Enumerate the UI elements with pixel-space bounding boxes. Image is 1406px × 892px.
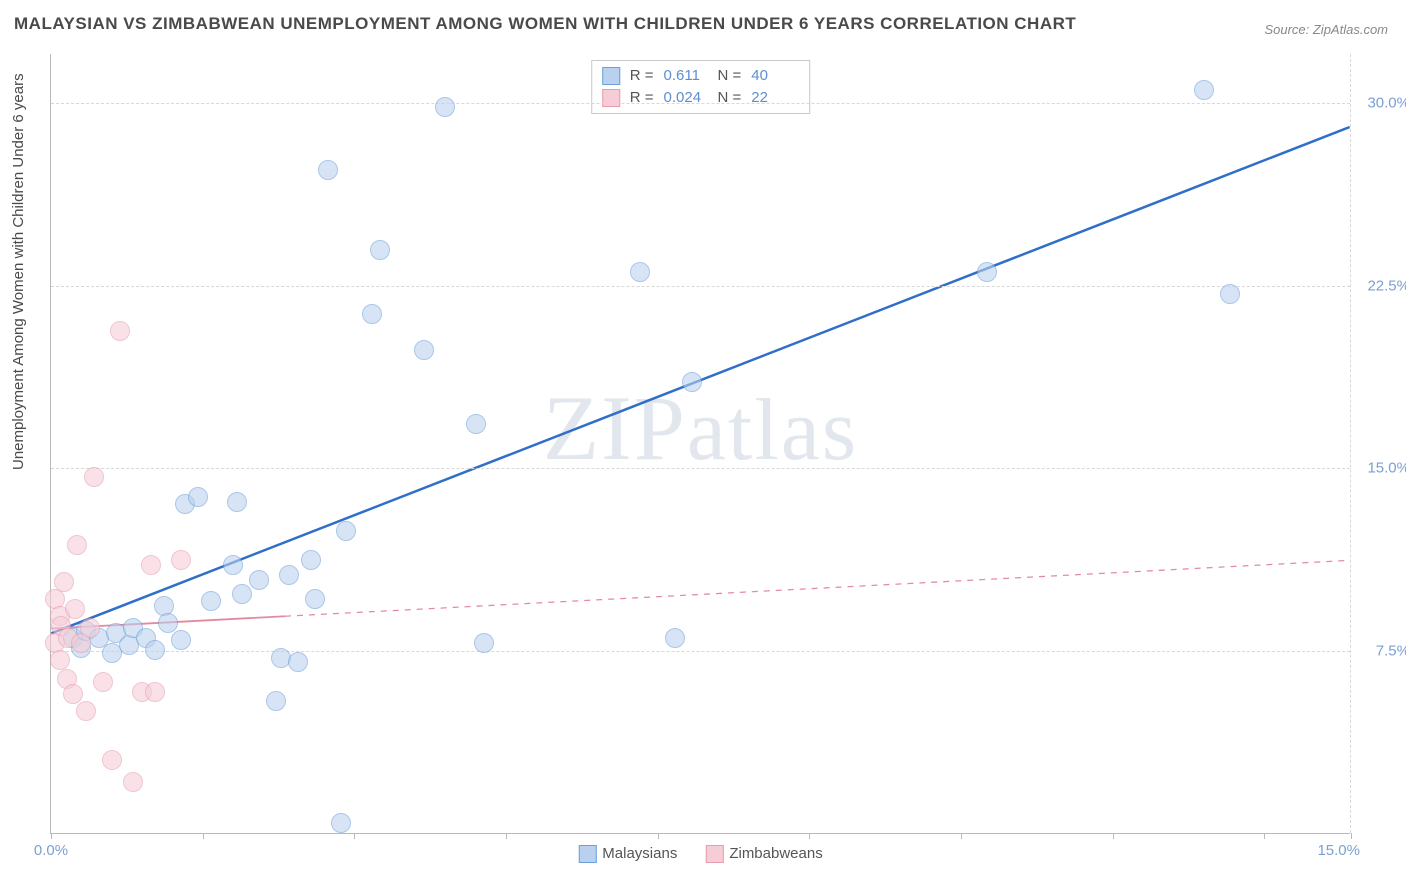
data-point	[93, 672, 113, 692]
x-tick-mark	[51, 833, 52, 839]
y-tick-label: 30.0%	[1367, 94, 1406, 111]
data-point	[84, 467, 104, 487]
legend-series-item: Zimbabweans	[705, 845, 822, 863]
data-point	[336, 521, 356, 541]
legend-series-item: Malaysians	[578, 845, 677, 863]
legend-series: Malaysians Zimbabweans	[578, 845, 822, 863]
x-tick-mark	[506, 833, 507, 839]
data-point	[1194, 80, 1214, 100]
data-point	[665, 628, 685, 648]
legend-r-label: R =	[630, 87, 654, 109]
source-attribution: Source: ZipAtlas.com	[1264, 22, 1388, 37]
regression-lines	[51, 54, 1350, 833]
data-point	[76, 701, 96, 721]
legend-r-value: 0.024	[664, 87, 708, 109]
legend-swatch	[602, 67, 620, 85]
data-point	[1220, 284, 1240, 304]
legend-correlation: R = 0.611 N = 40 R = 0.024 N = 22	[591, 60, 811, 114]
data-point	[123, 772, 143, 792]
data-point	[227, 492, 247, 512]
x-tick-max: 15.0%	[1317, 842, 1360, 859]
legend-n-value: 40	[751, 65, 795, 87]
data-point	[171, 550, 191, 570]
data-point	[80, 618, 100, 638]
data-point	[279, 565, 299, 585]
legend-n-value: 22	[751, 87, 795, 109]
data-point	[249, 570, 269, 590]
legend-swatch	[705, 845, 723, 863]
data-point	[474, 633, 494, 653]
gridline-v	[1350, 54, 1351, 833]
y-tick-label: 15.0%	[1367, 460, 1406, 477]
gridline-h	[51, 468, 1350, 469]
data-point	[318, 160, 338, 180]
legend-n-label: N =	[718, 87, 742, 109]
legend-correlation-row: R = 0.024 N = 22	[602, 87, 796, 109]
data-point	[682, 372, 702, 392]
plot-area: ZIPatlas R =0.611N =40R =0.024N =22 Mala…	[50, 54, 1350, 834]
data-point	[50, 650, 70, 670]
data-point	[201, 591, 221, 611]
x-tick-mark	[1264, 833, 1265, 839]
gridline-h	[51, 651, 1350, 652]
x-tick-min: 0.0%	[34, 842, 68, 859]
data-point	[67, 535, 87, 555]
legend-n-label: N =	[718, 65, 742, 87]
legend-series-label: Zimbabweans	[729, 845, 822, 862]
chart-title: MALAYSIAN VS ZIMBABWEAN UNEMPLOYMENT AMO…	[14, 14, 1076, 34]
x-tick-mark	[354, 833, 355, 839]
data-point	[158, 613, 178, 633]
x-tick-mark	[809, 833, 810, 839]
data-point	[362, 304, 382, 324]
data-point	[188, 487, 208, 507]
legend-correlation-row: R = 0.611 N = 40	[602, 65, 796, 87]
legend-swatch	[602, 89, 620, 107]
x-tick-mark	[203, 833, 204, 839]
legend-r-label: R =	[630, 65, 654, 87]
legend-r-value: 0.611	[664, 65, 708, 87]
data-point	[54, 572, 74, 592]
gridline-h	[51, 103, 1350, 104]
data-point	[223, 555, 243, 575]
legend-swatch	[578, 845, 596, 863]
data-point	[65, 599, 85, 619]
gridline-h	[51, 286, 1350, 287]
data-point	[630, 262, 650, 282]
data-point	[977, 262, 997, 282]
y-axis-label: Unemployment Among Women with Children U…	[10, 73, 27, 470]
data-point	[331, 813, 351, 833]
y-tick-label: 7.5%	[1376, 643, 1406, 660]
data-point	[102, 750, 122, 770]
data-point	[414, 340, 434, 360]
data-point	[435, 97, 455, 117]
data-point	[266, 691, 286, 711]
data-point	[305, 589, 325, 609]
data-point	[141, 555, 161, 575]
y-tick-label: 22.5%	[1367, 277, 1406, 294]
data-point	[232, 584, 252, 604]
x-tick-mark	[961, 833, 962, 839]
data-point	[145, 640, 165, 660]
x-tick-mark	[658, 833, 659, 839]
data-point	[301, 550, 321, 570]
data-point	[145, 682, 165, 702]
data-point	[63, 684, 83, 704]
data-point	[288, 652, 308, 672]
legend-series-label: Malaysians	[602, 845, 677, 862]
data-point	[110, 321, 130, 341]
data-point	[466, 414, 486, 434]
watermark-text: ZIPatlas	[543, 375, 858, 481]
x-tick-mark	[1113, 833, 1114, 839]
x-tick-mark	[1351, 833, 1352, 839]
data-point	[171, 630, 191, 650]
data-point	[370, 240, 390, 260]
